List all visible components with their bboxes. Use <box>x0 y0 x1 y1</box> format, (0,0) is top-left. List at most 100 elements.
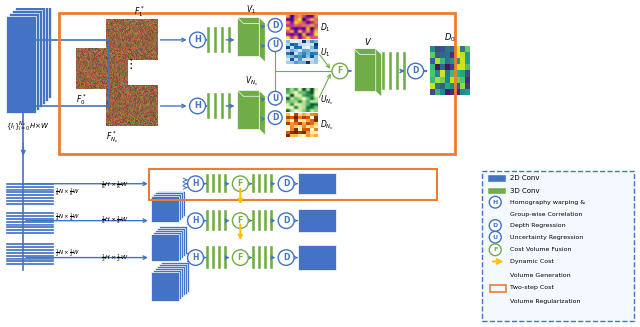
Bar <box>6 221 54 223</box>
Text: D: D <box>493 223 498 228</box>
Bar <box>19 4 48 101</box>
Bar <box>207 174 209 194</box>
Text: $U_1$: $U_1$ <box>320 46 330 59</box>
Bar <box>214 27 218 53</box>
Text: $D_{N_v}$: $D_{N_v}$ <box>320 119 334 132</box>
Bar <box>6 258 54 260</box>
Bar <box>6 246 54 248</box>
Bar <box>6 232 54 234</box>
Bar <box>153 195 180 220</box>
Bar <box>161 263 189 292</box>
Bar <box>6 192 54 194</box>
Text: $\{I_i\}_{i=0}^{N_v}H\!\times\! W$: $\{I_i\}_{i=0}^{N_v}H\!\times\! W$ <box>6 120 51 133</box>
Bar <box>6 252 54 254</box>
Circle shape <box>268 92 282 105</box>
Bar <box>6 189 54 191</box>
Bar <box>6 243 54 245</box>
Bar <box>153 270 180 300</box>
Bar <box>270 210 273 231</box>
Bar <box>225 210 227 231</box>
Circle shape <box>268 111 282 125</box>
Bar <box>264 174 268 194</box>
Bar <box>270 174 273 194</box>
Bar <box>6 203 54 205</box>
Bar <box>157 266 184 296</box>
Text: $\frac{1}{8}H\times\frac{1}{8}W$: $\frac{1}{8}H\times\frac{1}{8}W$ <box>101 179 129 191</box>
Bar <box>155 268 182 298</box>
Text: D: D <box>283 216 289 225</box>
Text: F: F <box>493 247 497 252</box>
Bar <box>21 1 51 98</box>
Text: $\frac{1}{2}N\times\frac{1}{2}W$: $\frac{1}{2}N\times\frac{1}{2}W$ <box>55 247 80 259</box>
Text: Homography warping &: Homography warping & <box>510 200 586 205</box>
Text: D: D <box>283 179 289 188</box>
Circle shape <box>189 98 205 114</box>
Text: $F_1^*$: $F_1^*$ <box>134 4 145 19</box>
Bar <box>264 210 268 231</box>
Circle shape <box>278 213 294 229</box>
Bar <box>157 229 184 256</box>
Bar <box>270 246 273 269</box>
Bar <box>6 183 54 185</box>
Polygon shape <box>237 91 265 96</box>
Text: H: H <box>194 101 201 111</box>
Text: F: F <box>237 179 243 188</box>
Polygon shape <box>237 18 265 23</box>
Bar <box>252 246 255 269</box>
Polygon shape <box>259 91 265 135</box>
Bar <box>298 173 336 195</box>
Bar <box>218 174 221 194</box>
Circle shape <box>188 176 204 192</box>
Circle shape <box>489 220 501 231</box>
Text: Depth Regression: Depth Regression <box>510 223 566 228</box>
Text: Volume Generation: Volume Generation <box>510 273 571 278</box>
Bar <box>488 188 506 195</box>
Bar <box>151 272 179 301</box>
Text: Cost Volume Fusion: Cost Volume Fusion <box>510 247 572 252</box>
Circle shape <box>489 244 501 256</box>
Text: H: H <box>192 179 199 188</box>
Circle shape <box>489 231 501 243</box>
Polygon shape <box>237 18 259 57</box>
Bar <box>259 246 261 269</box>
Text: D: D <box>272 21 278 30</box>
Text: H: H <box>194 35 201 44</box>
Bar <box>12 10 42 107</box>
Bar <box>483 171 634 321</box>
Bar <box>228 93 232 119</box>
Text: F: F <box>237 216 243 225</box>
Text: D: D <box>412 66 419 76</box>
Bar <box>6 264 54 265</box>
Bar <box>6 195 54 196</box>
Text: Uncertainty Regression: Uncertainty Regression <box>510 235 584 240</box>
Bar <box>155 193 182 218</box>
Bar <box>6 224 54 226</box>
Circle shape <box>188 213 204 229</box>
Bar <box>212 174 216 194</box>
Bar <box>490 285 506 292</box>
Bar <box>221 27 225 53</box>
Text: Group-wise Correlation: Group-wise Correlation <box>510 212 582 217</box>
Bar <box>212 210 216 231</box>
Bar <box>6 230 54 231</box>
Circle shape <box>188 250 204 265</box>
Text: $\frac{1}{8}N\times\frac{1}{8}W$: $\frac{1}{8}N\times\frac{1}{8}W$ <box>55 187 80 198</box>
Text: U: U <box>272 94 278 103</box>
Bar <box>381 52 385 91</box>
Circle shape <box>278 250 294 265</box>
Text: Two-step Cost: Two-step Cost <box>510 285 554 290</box>
Bar <box>298 245 336 270</box>
Text: $\frac{1}{2}H\times\frac{1}{2}W$: $\frac{1}{2}H\times\frac{1}{2}W$ <box>101 251 129 264</box>
Bar <box>151 234 179 262</box>
Text: H: H <box>192 216 199 225</box>
Text: $V_{N_v}$: $V_{N_v}$ <box>244 75 258 89</box>
Bar <box>151 196 179 222</box>
Text: 3D Conv: 3D Conv <box>510 187 540 194</box>
Circle shape <box>232 250 248 265</box>
Circle shape <box>332 63 348 79</box>
Circle shape <box>408 63 424 79</box>
Text: F: F <box>237 253 243 262</box>
Bar <box>6 186 54 188</box>
Text: H: H <box>192 253 199 262</box>
Text: $\frac{1}{4}H\times\frac{1}{4}W$: $\frac{1}{4}H\times\frac{1}{4}W$ <box>101 214 129 226</box>
